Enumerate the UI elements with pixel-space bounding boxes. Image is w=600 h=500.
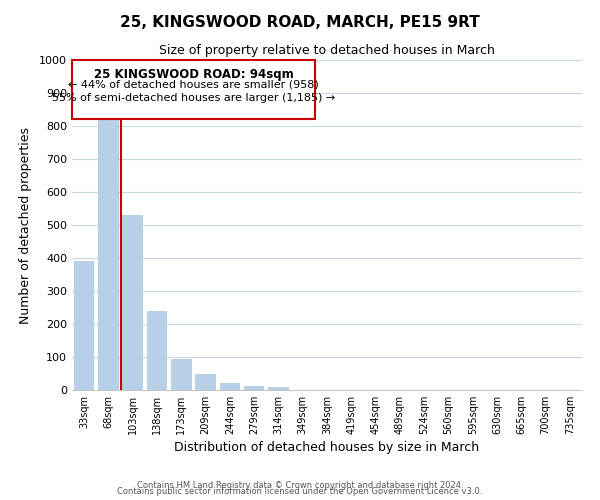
Text: 55% of semi-detached houses are larger (1,185) →: 55% of semi-detached houses are larger (… [52, 93, 335, 103]
Text: 25 KINGSWOOD ROAD: 94sqm: 25 KINGSWOOD ROAD: 94sqm [94, 68, 293, 81]
Bar [122, 215, 143, 390]
X-axis label: Distribution of detached houses by size in March: Distribution of detached houses by size … [175, 441, 479, 454]
Bar [72, 60, 315, 120]
Bar [220, 384, 240, 390]
Bar [98, 117, 119, 390]
Title: Size of property relative to detached houses in March: Size of property relative to detached ho… [159, 44, 495, 58]
Text: Contains public sector information licensed under the Open Government Licence v3: Contains public sector information licen… [118, 488, 482, 496]
Text: Contains HM Land Registry data © Crown copyright and database right 2024.: Contains HM Land Registry data © Crown c… [137, 481, 463, 490]
Bar [74, 262, 94, 390]
Bar [268, 388, 289, 390]
Bar [244, 386, 265, 390]
Bar [146, 311, 167, 390]
Bar [195, 374, 216, 390]
Text: 25, KINGSWOOD ROAD, MARCH, PE15 9RT: 25, KINGSWOOD ROAD, MARCH, PE15 9RT [120, 15, 480, 30]
Y-axis label: Number of detached properties: Number of detached properties [19, 126, 32, 324]
Bar [171, 358, 191, 390]
Text: ← 44% of detached houses are smaller (958): ← 44% of detached houses are smaller (95… [68, 80, 319, 90]
